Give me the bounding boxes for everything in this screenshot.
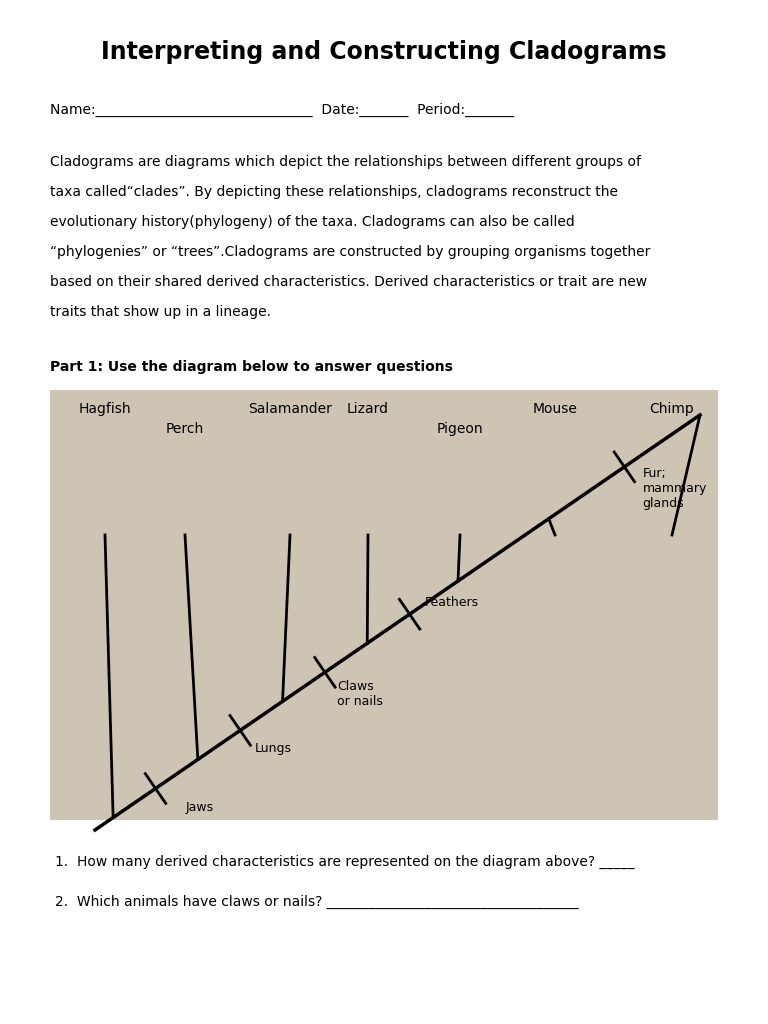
Text: Jaws: Jaws [186,801,214,813]
Text: Hagfish: Hagfish [78,402,131,416]
Text: Name:_______________________________  Date:_______  Period:_______: Name:_______________________________ Dat… [50,103,514,117]
Text: traits that show up in a lineage.: traits that show up in a lineage. [50,305,271,319]
Text: Lizard: Lizard [347,402,389,416]
Text: based on their shared derived characteristics. Derived characteristics or trait : based on their shared derived characteri… [50,275,647,289]
Text: Chimp: Chimp [650,402,694,416]
Text: Pigeon: Pigeon [437,422,483,436]
Text: Mouse: Mouse [532,402,578,416]
Text: Fur;
mammary
glands: Fur; mammary glands [642,467,707,510]
Text: Interpreting and Constructing Cladograms: Interpreting and Constructing Cladograms [101,40,667,63]
FancyBboxPatch shape [50,390,718,820]
Text: taxa called“clades”. By depicting these relationships, cladograms reconstruct th: taxa called“clades”. By depicting these … [50,185,618,199]
Text: Perch: Perch [166,422,204,436]
Text: Cladograms are diagrams which depict the relationships between different groups : Cladograms are diagrams which depict the… [50,155,641,169]
Text: Part 1: Use the diagram below to answer questions: Part 1: Use the diagram below to answer … [50,360,453,374]
Text: Claws
or nails: Claws or nails [337,680,382,709]
Text: 1.  How many derived characteristics are represented on the diagram above? _____: 1. How many derived characteristics are … [55,855,634,869]
Text: Lungs: Lungs [255,742,292,756]
Text: 2.  Which animals have claws or nails? ____________________________________: 2. Which animals have claws or nails? __… [55,895,579,909]
Text: “phylogenies” or “trees”.Cladograms are constructed by grouping organisms togeth: “phylogenies” or “trees”.Cladograms are … [50,245,650,259]
Text: Feathers: Feathers [425,596,478,609]
Text: Salamander: Salamander [248,402,332,416]
Text: evolutionary history(phylogeny) of the taxa. Cladograms can also be called: evolutionary history(phylogeny) of the t… [50,215,574,229]
